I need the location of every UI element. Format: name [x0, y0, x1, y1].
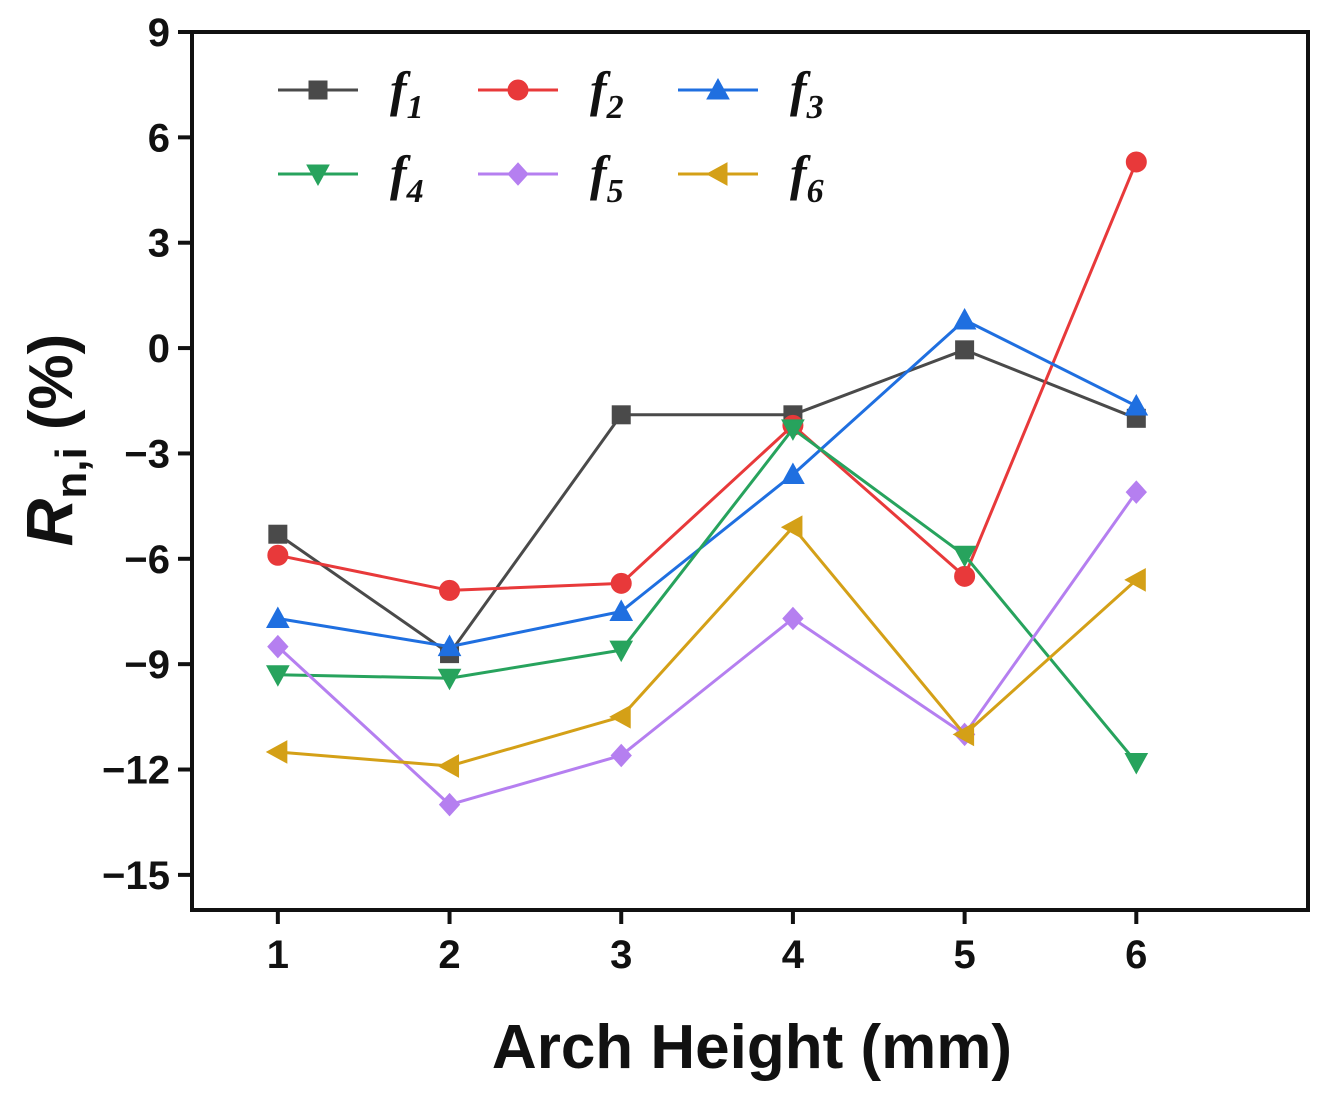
legend-label: f5 — [590, 145, 624, 210]
data-point-triangle-left — [265, 740, 288, 764]
legend-label-sub: 5 — [607, 173, 624, 210]
y-tick-label: −12 — [102, 749, 170, 793]
data-point-circle — [439, 579, 461, 601]
data-point-circle — [507, 79, 529, 101]
legend-label-main: f — [390, 145, 411, 201]
x-tick-label: 6 — [1125, 933, 1147, 977]
data-point-diamond — [438, 792, 461, 817]
series-line-f4 — [277, 427, 1138, 764]
data-point-triangle-up — [706, 77, 730, 100]
legend-item-f5: f5 — [478, 145, 624, 210]
data-point-triangle-left — [705, 162, 728, 186]
series-line-f5 — [276, 491, 1138, 807]
legend-label: f1 — [390, 61, 424, 126]
data-point-circle — [1125, 151, 1147, 173]
x-tick-label: 3 — [610, 933, 632, 977]
x-axis-title: Arch Height (mm) — [492, 1013, 1012, 1082]
x-tick-label: 2 — [438, 933, 460, 977]
legend-item-f2: f2 — [478, 61, 624, 126]
legend-label: f6 — [790, 145, 824, 210]
data-point-diamond — [267, 634, 289, 659]
y-tick-label: −9 — [124, 643, 170, 687]
legend-label: f3 — [790, 61, 824, 126]
legend-label: f2 — [590, 61, 624, 126]
data-point-triangle-down — [437, 668, 462, 691]
data-point-triangle-up — [437, 634, 462, 657]
y-tick-label: 9 — [148, 11, 170, 55]
y-tick-label: 0 — [148, 327, 170, 371]
legend-label-main: f — [590, 145, 611, 201]
data-point-triangle-down — [952, 545, 977, 568]
x-tick-label: 5 — [953, 933, 975, 977]
data-point-triangle-down — [781, 419, 805, 441]
data-point-triangle-down — [609, 640, 634, 663]
legend-label-main: f — [590, 61, 611, 117]
series-f5 — [267, 480, 1147, 817]
y-tick-label: −15 — [102, 854, 170, 898]
y-tick-label: −6 — [124, 538, 170, 582]
data-point-diamond — [1125, 480, 1147, 504]
data-point-triangle-up — [781, 462, 805, 485]
legend-item-f1: f1 — [278, 61, 424, 126]
series-line-f1 — [276, 348, 1137, 656]
legend-label-main: f — [390, 61, 411, 117]
legend-label-sub: 2 — [606, 89, 624, 126]
axis-layer: 9 6 3 0 −3 −6 −9 −12 −15 1 2 3 4 5 6 — [102, 11, 1147, 977]
data-point-triangle-left — [437, 754, 460, 778]
data-point-triangle-up — [609, 599, 634, 621]
y-tick-label: 6 — [148, 116, 170, 160]
y-tick-label: 3 — [148, 222, 170, 266]
data-point-diamond — [507, 162, 529, 186]
data-point-triangle-left — [609, 704, 631, 729]
data-point-square — [955, 340, 975, 360]
y-tick-label: −3 — [124, 432, 170, 476]
series-layer — [265, 151, 1149, 817]
data-point-square — [308, 80, 328, 100]
data-point-triangle-up — [266, 606, 290, 629]
legend-item-f6: f6 — [678, 145, 824, 210]
x-tick-label: 1 — [267, 933, 289, 977]
legend-label-main: f — [790, 61, 811, 117]
y-axis-title-main: R — [12, 498, 86, 546]
y-axis-title-suffix: (%) — [17, 334, 86, 448]
data-point-triangle-left — [780, 515, 803, 540]
data-point-triangle-up — [952, 307, 977, 330]
data-point-circle — [954, 565, 976, 587]
legend-item-f3: f3 — [678, 61, 824, 126]
data-point-diamond — [610, 743, 632, 768]
plot-frame — [190, 30, 1310, 912]
series-line-f3 — [277, 318, 1137, 649]
legend-item-f4: f4 — [278, 145, 424, 210]
data-point-triangle-up — [1124, 393, 1149, 416]
data-point-square — [611, 405, 631, 425]
series-line-f2 — [277, 161, 1138, 592]
legend-label-sub: 6 — [807, 173, 824, 210]
series-f4 — [266, 419, 1149, 775]
legend-label: f4 — [390, 145, 424, 210]
legend-label-sub: 1 — [407, 89, 424, 126]
y-axis-title-sub: n,i — [47, 447, 96, 498]
data-point-circle — [610, 572, 632, 594]
data-point-diamond — [782, 606, 804, 631]
data-point-triangle-left — [952, 722, 975, 747]
legend-label-sub: 4 — [406, 173, 424, 210]
data-point-square — [268, 524, 288, 544]
series-line-f6 — [277, 525, 1138, 768]
series-f6 — [265, 515, 1146, 778]
series-f2 — [267, 151, 1147, 601]
x-tick-label: 4 — [782, 933, 805, 977]
data-point-triangle-left — [1124, 568, 1146, 592]
y-axis-title: Rn,i (%) — [12, 334, 96, 547]
data-point-triangle-down — [306, 164, 330, 187]
legend-label-main: f — [790, 145, 811, 201]
data-point-circle — [267, 544, 289, 566]
data-point-triangle-down — [1124, 752, 1149, 775]
series-f3 — [266, 307, 1149, 657]
data-point-triangle-down — [266, 665, 290, 687]
legend-label-sub: 3 — [806, 89, 824, 126]
